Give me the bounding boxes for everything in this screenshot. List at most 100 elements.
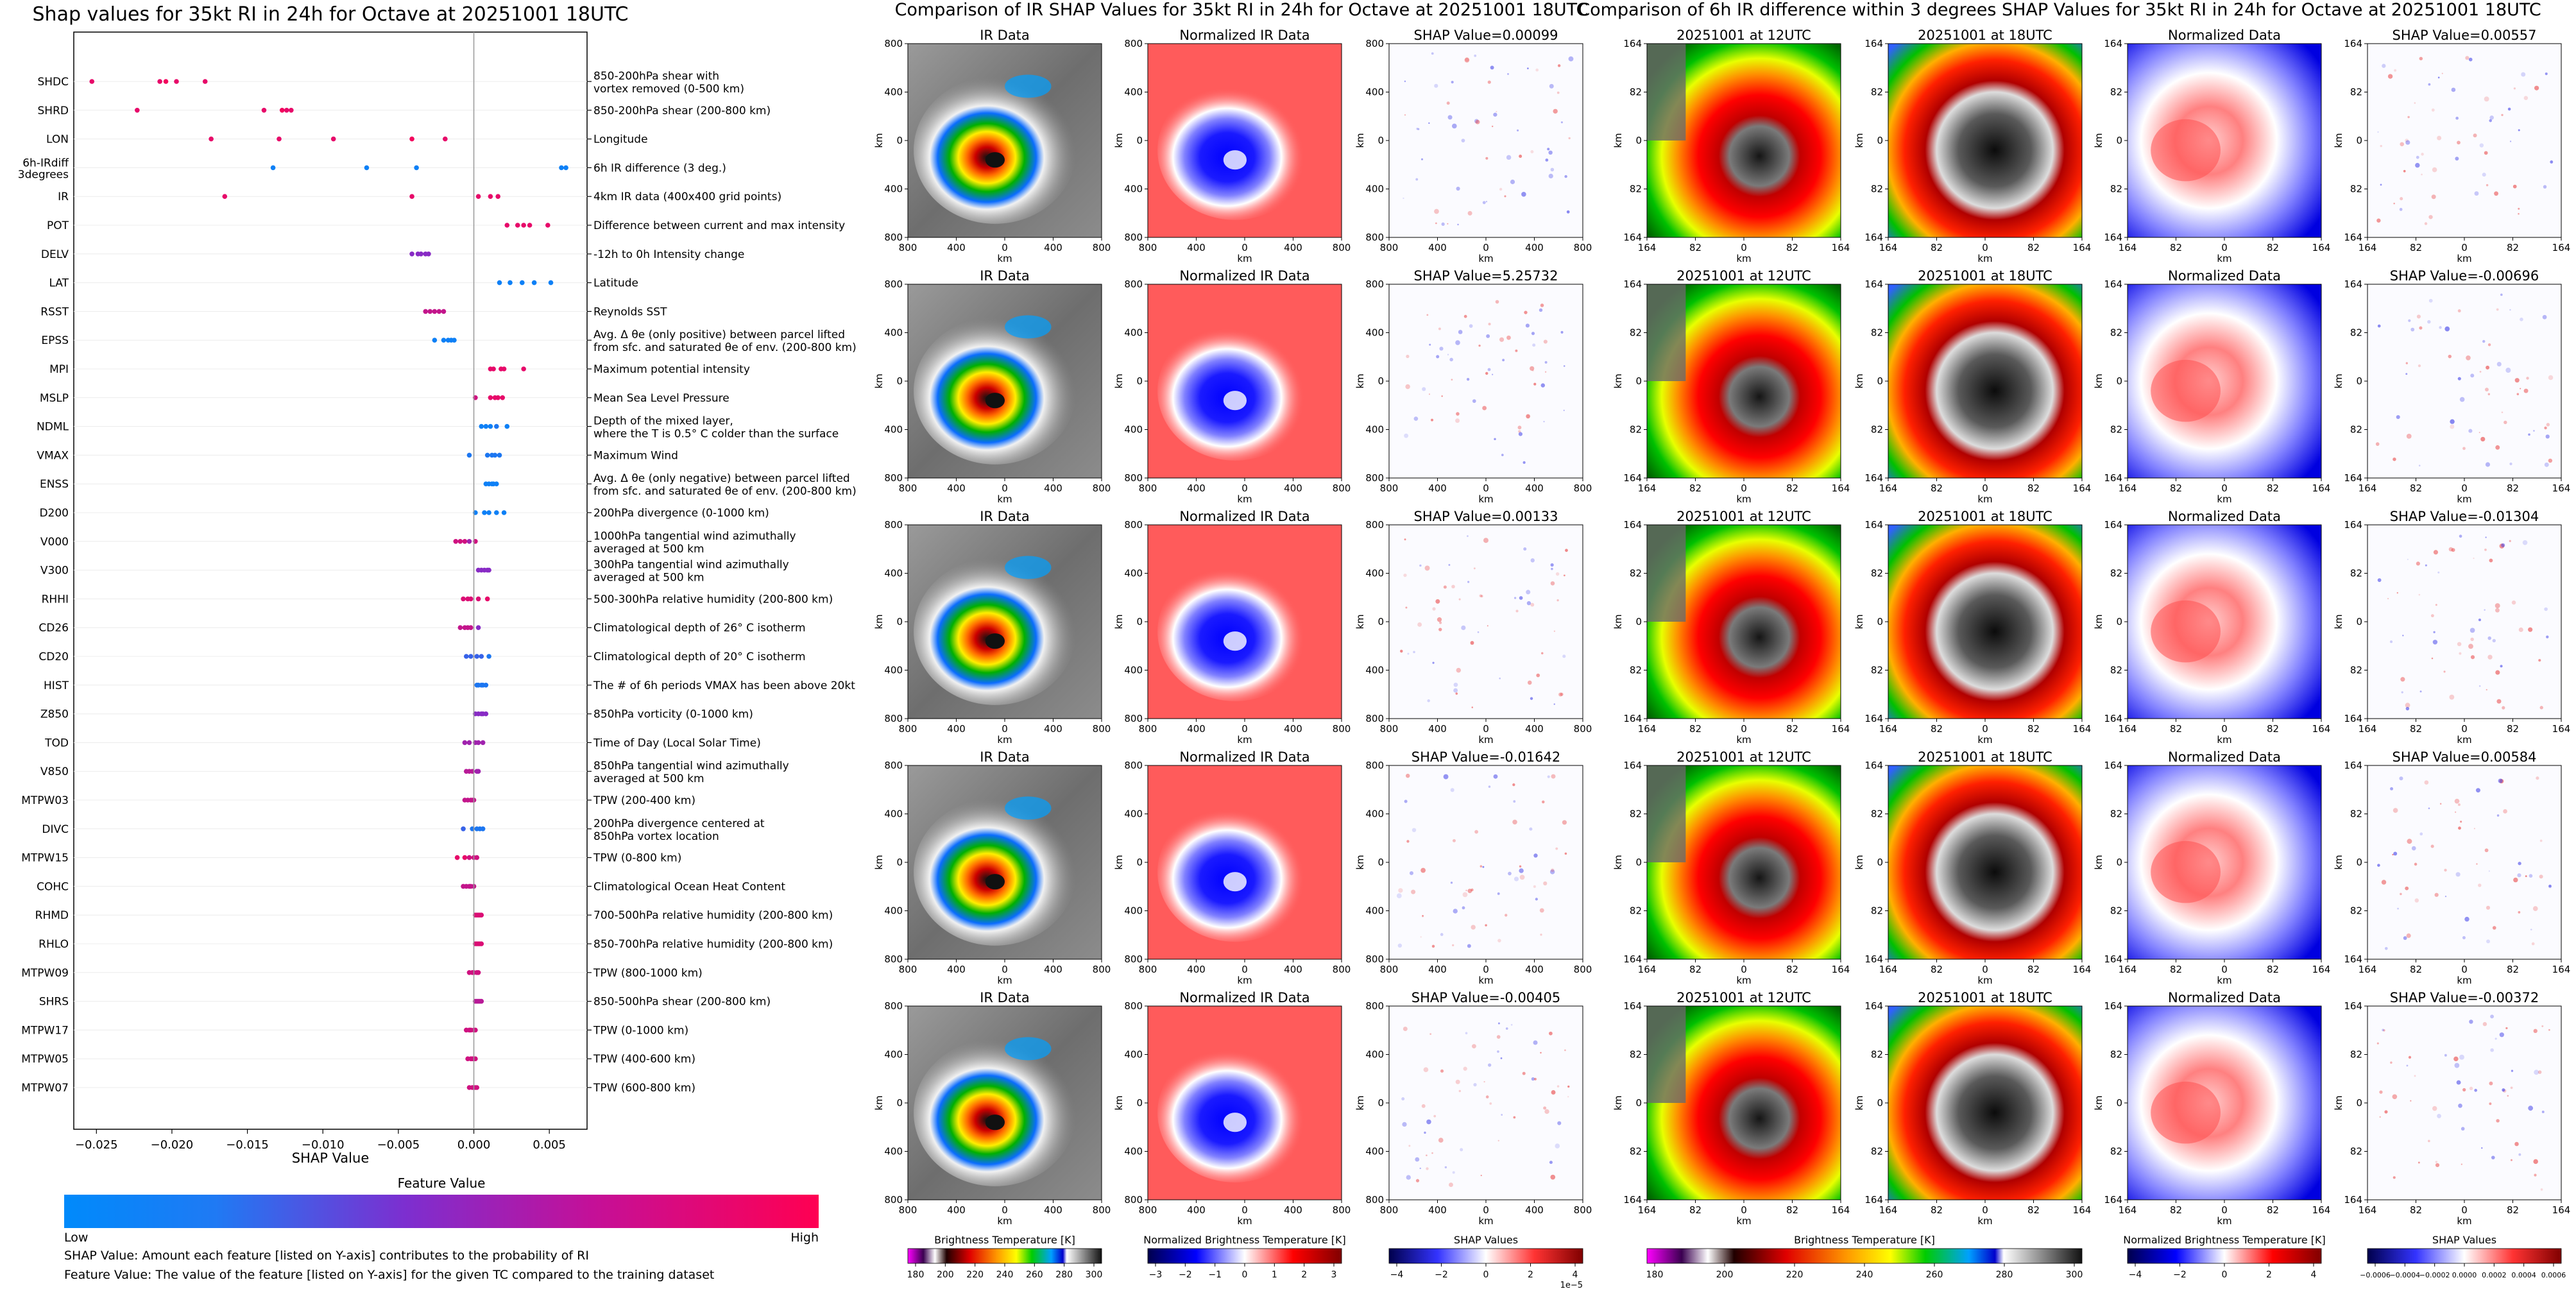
y-tick-label: 0: [1136, 375, 1143, 387]
y-tick-label: 0: [2116, 857, 2122, 868]
shap-speck: [2393, 851, 2398, 856]
shap-speck: [2439, 326, 2442, 329]
y-tick-label: 82: [1871, 1146, 1883, 1157]
y-axis-label: km: [873, 133, 885, 148]
shap-speck: [2546, 635, 2549, 638]
shap-speck: [1461, 625, 1466, 631]
y-tick-label: 800: [1124, 713, 1143, 724]
y-tick-label: 400: [884, 1146, 903, 1157]
shap-speck: [1521, 192, 1526, 197]
shap-speck: [1525, 323, 1530, 328]
shap-speck: [2439, 803, 2442, 805]
shap-point: [531, 280, 537, 286]
shap-speck: [1533, 382, 1537, 386]
shap-speck: [2435, 1163, 2440, 1168]
feature-description: from sfc. and saturated θe of env. (200-…: [593, 341, 857, 354]
shap-map-background: [1389, 765, 1583, 959]
shap-speck: [1457, 223, 1459, 226]
shap-speck: [1455, 418, 1460, 423]
shap-point: [436, 309, 442, 314]
x-tick-label: 400: [1284, 242, 1302, 253]
diff-bt-colorbar-tick: 180: [1646, 1270, 1664, 1280]
feature-description: Climatological depth of 20° C isotherm: [593, 651, 806, 663]
x-tick-label: 164: [2312, 242, 2331, 253]
shap-speck: [1501, 1114, 1503, 1116]
shap-point: [479, 423, 484, 429]
feature-label-shdc: SHDC: [37, 76, 69, 89]
feature-description: where the T is 0.5° C colder than the su…: [593, 428, 839, 441]
ir-storm-cloud: [914, 558, 1077, 705]
shap-speck: [1564, 1049, 1566, 1052]
x-axis-label: km: [1736, 493, 1751, 505]
shap-speck: [2437, 1114, 2441, 1118]
shap-speck: [1487, 368, 1491, 371]
shap-speck: [1456, 412, 1460, 416]
x-tick-label: 164: [2312, 1204, 2331, 1216]
normalized-ir-map-title: Normalized IR Data: [1179, 268, 1309, 284]
shap-map-background: [2367, 44, 2561, 237]
shap-speck: [1519, 596, 1523, 600]
shap-speck: [2459, 652, 2462, 655]
shap-speck: [2410, 327, 2415, 332]
shap-speck: [1560, 121, 1563, 124]
x-tick-label: 0.005: [533, 1138, 566, 1152]
diff-norm-colorbar-label: Normalized Brightness Temperature [K]: [2123, 1234, 2326, 1246]
shap-point: [492, 452, 498, 458]
shap-speck: [2542, 314, 2547, 320]
feature-label-divc: DIVC: [42, 823, 69, 836]
feature-label-rhlo: RHLO: [38, 938, 69, 951]
shap-speck: [2460, 821, 2462, 823]
shap-speck: [1485, 1095, 1489, 1098]
shap-point: [483, 711, 489, 717]
shap-speck: [2518, 911, 2521, 914]
ir-shap-map: [1388, 284, 1583, 479]
y-tick-label: 800: [1365, 472, 1384, 484]
y-tick-label: 0: [896, 1097, 903, 1109]
diff-colorbar-tick: −2: [2173, 1270, 2187, 1280]
shap-speck: [1567, 1085, 1570, 1088]
y-axis-label: km: [1113, 614, 1125, 629]
diff-normalized-panel: [2127, 524, 2322, 719]
shap-point: [545, 223, 550, 228]
y-tick-label: 82: [1871, 87, 1883, 98]
x-tick-label: 82: [2027, 242, 2040, 253]
shap-speck: [1557, 64, 1561, 67]
ir-colorbar-tick-label: −1: [1208, 1270, 1222, 1280]
x-axis-label: km: [2217, 734, 2231, 746]
y-axis-label: km: [1354, 133, 1366, 148]
shap-speck: [2396, 592, 2398, 594]
x-tick-label: 800: [1093, 242, 1111, 253]
shap-speck: [2415, 162, 2420, 168]
y-tick-label: 800: [1365, 38, 1384, 49]
diff-normalized-panel-title: Normalized Data: [2168, 749, 2281, 765]
ir-colorbar-tick-label: 0: [1483, 1270, 1489, 1280]
feature-label-ir: IR: [58, 191, 69, 203]
shap-point: [501, 510, 507, 515]
y-axis-label: km: [1113, 373, 1125, 388]
shap-speck: [2518, 207, 2520, 210]
shap-point: [89, 79, 95, 84]
x-tick-label: 800: [899, 482, 917, 494]
shap-speck: [1518, 432, 1523, 436]
shap-speck: [2437, 571, 2440, 574]
y-tick-label: 0: [1635, 375, 1642, 387]
shap-speck: [2518, 212, 2520, 215]
shap-speck: [2544, 426, 2547, 430]
x-tick-label: 800: [1093, 723, 1111, 735]
shap-speck: [2451, 548, 2455, 552]
shap-speck: [2482, 173, 2486, 177]
shap-speck: [1452, 1171, 1455, 1174]
feature-description: 1000hPa tangential wind azimuthally: [593, 530, 796, 543]
y-tick-label: 800: [1365, 713, 1384, 724]
shap-speck: [1426, 1167, 1429, 1170]
y-tick-label: 82: [2350, 327, 2362, 339]
ir-colorbar-tick-label: 260: [1026, 1270, 1043, 1280]
x-tick-label: 800: [1574, 1204, 1592, 1216]
y-tick-label: 82: [1871, 327, 1883, 339]
y-axis-label: km: [1354, 373, 1366, 388]
shap-speck: [2431, 194, 2436, 200]
y-tick-label: 82: [2110, 665, 2122, 676]
ir-data-map: [907, 43, 1102, 238]
x-tick-label: 0: [1241, 482, 1248, 494]
